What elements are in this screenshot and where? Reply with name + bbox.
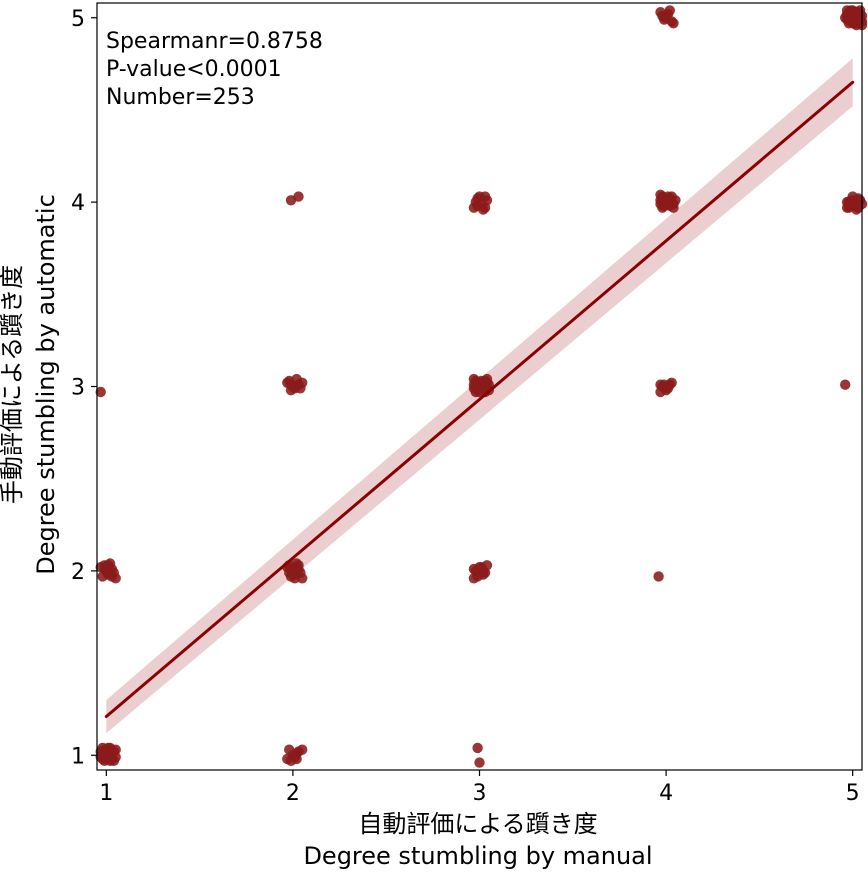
scatter-point <box>472 742 483 754</box>
x-tick-label: 2 <box>286 781 300 806</box>
regression-line <box>104 80 855 719</box>
scatter-point <box>470 379 481 390</box>
y-axis-label-english: Degree stumbling by automatic <box>32 194 60 575</box>
ticks-layer: 1 2 3 4 5 1 2 3 4 5 <box>71 7 860 806</box>
scatter-point <box>284 567 295 578</box>
y-tick-label: 2 <box>71 560 85 585</box>
stat-p-value: P-value<0.0001 <box>106 57 282 82</box>
scatter-point <box>106 571 118 582</box>
stat-number: Number=253 <box>106 85 255 110</box>
y-tick-label: 3 <box>71 376 85 401</box>
scatter-point <box>291 753 302 765</box>
x-tick-label: 4 <box>659 781 673 806</box>
y-axis-label-japanese: 手動評価による躓き度 <box>0 265 26 504</box>
scatter-point <box>843 202 855 213</box>
x-tick-label: 5 <box>846 781 860 806</box>
scatter-point <box>297 573 308 584</box>
scatter-point <box>481 377 493 388</box>
x-axis-label-japanese: 自動評価による躓き度 <box>358 810 597 838</box>
scatter-point <box>474 191 485 202</box>
scatter-point <box>474 757 485 768</box>
scatter-point <box>653 571 664 582</box>
scatter-point <box>659 196 670 208</box>
y-tick-label: 1 <box>71 744 85 769</box>
x-tick-label: 3 <box>473 781 487 806</box>
points-layer <box>95 5 868 768</box>
scatter-point <box>851 7 862 18</box>
scatter-point <box>655 379 666 390</box>
x-tick-label: 1 <box>99 781 113 806</box>
scatter-point <box>478 565 489 577</box>
stat-spearman: Spearmanr=0.8758 <box>106 29 323 54</box>
scatter-point <box>291 562 302 573</box>
scatter-point <box>479 202 491 213</box>
scatter-point <box>660 12 672 23</box>
regression-line-layer <box>104 80 855 719</box>
y-tick-label: 4 <box>71 191 85 216</box>
scatter-point <box>297 377 308 388</box>
scatter-point <box>293 191 304 202</box>
scatter-point <box>297 744 308 755</box>
scatter-point <box>479 386 491 398</box>
scatter-point <box>285 379 297 390</box>
scatter-point <box>668 18 679 29</box>
scatter-point <box>103 560 114 571</box>
y-tick-label: 5 <box>71 7 85 32</box>
scatter-point <box>101 753 112 765</box>
scatter-point <box>468 573 480 584</box>
scatter-point <box>840 379 851 390</box>
scatter-point <box>95 386 106 398</box>
x-axis-label-english: Degree stumbling by manual <box>303 842 652 870</box>
